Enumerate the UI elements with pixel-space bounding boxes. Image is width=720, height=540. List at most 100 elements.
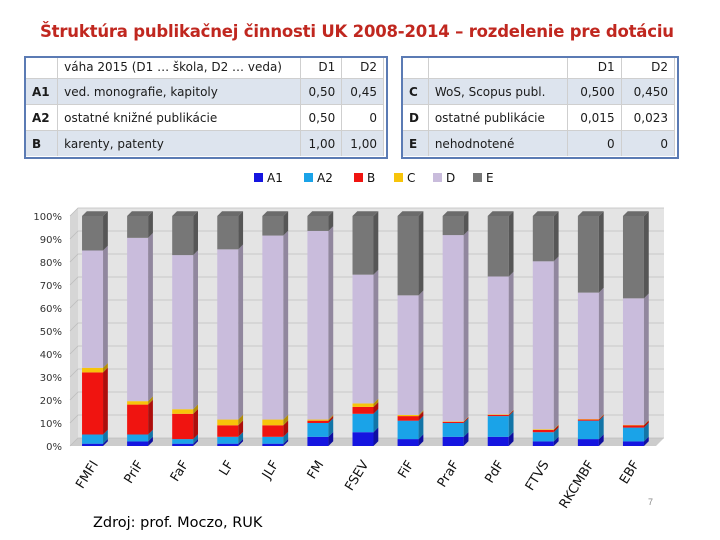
bar-side-B bbox=[598, 414, 604, 421]
bar-side-A1 bbox=[418, 434, 424, 446]
bar-segment-B bbox=[82, 372, 104, 435]
bar-segment-E bbox=[577, 216, 599, 293]
header-d2: D2 bbox=[621, 56, 676, 79]
row-label: nehodnotené bbox=[428, 130, 569, 156]
bar-side-B bbox=[193, 409, 198, 440]
bar-segment-A2 bbox=[262, 436, 284, 444]
bar-side-E bbox=[508, 211, 514, 277]
row-d2: 0,450 bbox=[621, 78, 676, 105]
bar-side-A2 bbox=[103, 429, 108, 444]
bar-segment-C bbox=[352, 403, 374, 407]
source-note: Zdroj: prof. Moczo, RUK bbox=[93, 515, 263, 531]
gridline bbox=[69, 322, 664, 332]
category-label: FM bbox=[305, 458, 328, 482]
y-tick-label: 90% bbox=[40, 235, 62, 246]
gridline bbox=[69, 253, 664, 263]
bar-segment-E bbox=[172, 216, 194, 256]
bar-segment-C bbox=[262, 419, 284, 426]
bar-segment-D bbox=[577, 292, 599, 420]
bar-side-A1 bbox=[463, 432, 469, 446]
bar-side-D bbox=[328, 226, 334, 420]
bar-segment-D bbox=[172, 255, 194, 410]
row-code: D bbox=[403, 104, 429, 131]
bar-segment-A1 bbox=[352, 432, 374, 446]
bar-side-D bbox=[373, 269, 379, 404]
row-d2: 0 bbox=[621, 130, 676, 156]
category-label: RKCMBF bbox=[557, 458, 598, 511]
bar-segment-A1 bbox=[487, 436, 509, 446]
legend-swatch-D bbox=[433, 173, 442, 182]
row-d1: 0,500 bbox=[567, 78, 622, 105]
row-code: E bbox=[403, 130, 429, 156]
bar-side-A2 bbox=[283, 432, 289, 444]
bar-side-E bbox=[103, 211, 108, 251]
table-row: E nehodnotené 0 0 bbox=[403, 130, 676, 156]
bar-segment-B bbox=[217, 425, 239, 437]
bar-side-E bbox=[283, 211, 289, 236]
bar-side-E bbox=[553, 211, 559, 262]
y-tick-label: 40% bbox=[40, 350, 62, 361]
bar-side-D bbox=[463, 230, 469, 422]
bar-segment-E bbox=[487, 216, 509, 277]
bar-segment-D bbox=[442, 235, 464, 422]
legend-label-E: E bbox=[486, 171, 494, 185]
bar-segment-A2 bbox=[442, 423, 464, 437]
weights-table-left: váha 2015 (D1 … škola, D2 … veda) D1 D2 … bbox=[26, 56, 384, 156]
bar-segment-B bbox=[397, 416, 419, 421]
category-label: FTVS bbox=[523, 458, 553, 493]
bar-side-A1 bbox=[373, 427, 379, 446]
bar-side-A2 bbox=[508, 411, 514, 437]
row-label: WoS, Scopus publ. bbox=[428, 78, 569, 105]
bar-side-C bbox=[193, 404, 198, 414]
bar-segment-A1 bbox=[217, 443, 239, 446]
category-label: PriF bbox=[122, 458, 147, 486]
gridline bbox=[69, 276, 664, 286]
bar-segment-A2 bbox=[82, 434, 104, 444]
row-d2: 0,023 bbox=[621, 104, 676, 131]
category-label: EBF bbox=[617, 458, 643, 487]
y-tick-label: 100% bbox=[33, 212, 62, 223]
bar-segment-A1 bbox=[577, 439, 599, 446]
gridline bbox=[69, 230, 664, 240]
bar-segment-A2 bbox=[172, 439, 194, 444]
bar-segment-C bbox=[127, 401, 149, 405]
gridline bbox=[69, 207, 664, 217]
bar-segment-B bbox=[622, 425, 644, 428]
bar-segment-A2 bbox=[127, 434, 149, 442]
bar-side-D bbox=[283, 230, 289, 420]
bar-segment-A1 bbox=[397, 439, 419, 446]
legend-swatch-A1 bbox=[254, 173, 263, 182]
bar-side-A2 bbox=[463, 418, 469, 437]
bar-segment-E bbox=[262, 216, 284, 236]
bar-segment-C bbox=[172, 409, 194, 414]
bar-side-A1 bbox=[103, 438, 108, 446]
bar-side-A1 bbox=[148, 436, 153, 446]
gridline bbox=[69, 299, 664, 309]
bar-segment-D bbox=[352, 274, 374, 404]
row-d2: 0 bbox=[341, 104, 384, 131]
bar-segment-A2 bbox=[307, 423, 329, 437]
bar-top bbox=[442, 211, 469, 216]
bar-side-E bbox=[328, 211, 334, 231]
bar-segment-B bbox=[307, 420, 329, 423]
bar-segment-D bbox=[307, 230, 329, 420]
legend-swatch-A2 bbox=[304, 173, 313, 182]
y-tick-label: 50% bbox=[40, 327, 62, 338]
row-d2: 0,45 bbox=[341, 78, 384, 105]
bar-segment-D bbox=[262, 235, 284, 420]
bar-side-E bbox=[643, 211, 649, 299]
table-header-row: váha 2015 (D1 … škola, D2 … veda) D1 D2 bbox=[26, 56, 384, 79]
row-d2: 1,00 bbox=[341, 130, 384, 156]
bar-side-E bbox=[418, 211, 424, 296]
bar-segment-A2 bbox=[352, 413, 374, 433]
legend-swatch-E bbox=[473, 173, 482, 182]
bar-side-D bbox=[103, 245, 108, 368]
bar-side-B bbox=[373, 402, 379, 414]
bar-side-D bbox=[148, 233, 153, 402]
bar-side-E bbox=[193, 211, 198, 256]
legend-label-B: B bbox=[367, 171, 375, 185]
bar-segment-D bbox=[622, 298, 644, 425]
legend-swatch-B bbox=[354, 173, 363, 182]
page-number: 7 bbox=[648, 497, 654, 507]
gridline bbox=[69, 414, 664, 424]
